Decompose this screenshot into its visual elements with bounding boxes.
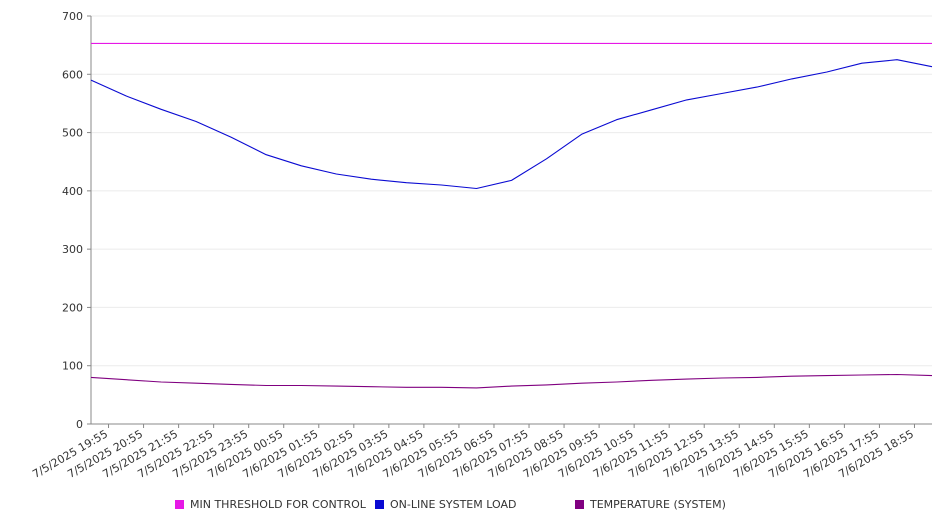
y-tick-label: 700 [62,10,83,23]
series-line-1 [90,59,933,190]
y-tick-label: 200 [62,301,83,314]
axes [90,16,932,425]
y-tick-label: 400 [62,185,83,198]
legend: MIN THRESHOLD FOR CONTROL ON-LINE SYSTEM… [0,498,946,514]
legend-swatch [375,500,384,509]
legend-label: TEMPERATURE (SYSTEM) [590,498,726,511]
series-lines [90,42,933,389]
gridlines [91,15,932,367]
y-tick-label: 600 [62,68,83,81]
legend-item-min-threshold: MIN THRESHOLD FOR CONTROL [175,498,366,511]
series-line-2 [90,373,933,389]
y-tick-label: 0 [76,418,83,431]
x-axis-ticks: 7/5/2025 19:557/5/2025 20:557/5/2025 21:… [30,424,916,481]
y-axis-ticks: 0 100 200 300 400 500 600 700 [62,10,91,431]
legend-label: MIN THRESHOLD FOR CONTROL [190,498,366,511]
legend-label: ON-LINE SYSTEM LOAD [390,498,517,511]
legend-swatch [575,500,584,509]
y-tick-label: 500 [62,127,83,140]
y-tick-label: 300 [62,243,83,256]
y-tick-label: 100 [62,360,83,373]
legend-item-system-load: ON-LINE SYSTEM LOAD [375,498,516,511]
legend-swatch [175,500,184,509]
legend-item-temperature: TEMPERATURE (SYSTEM) [575,498,726,511]
